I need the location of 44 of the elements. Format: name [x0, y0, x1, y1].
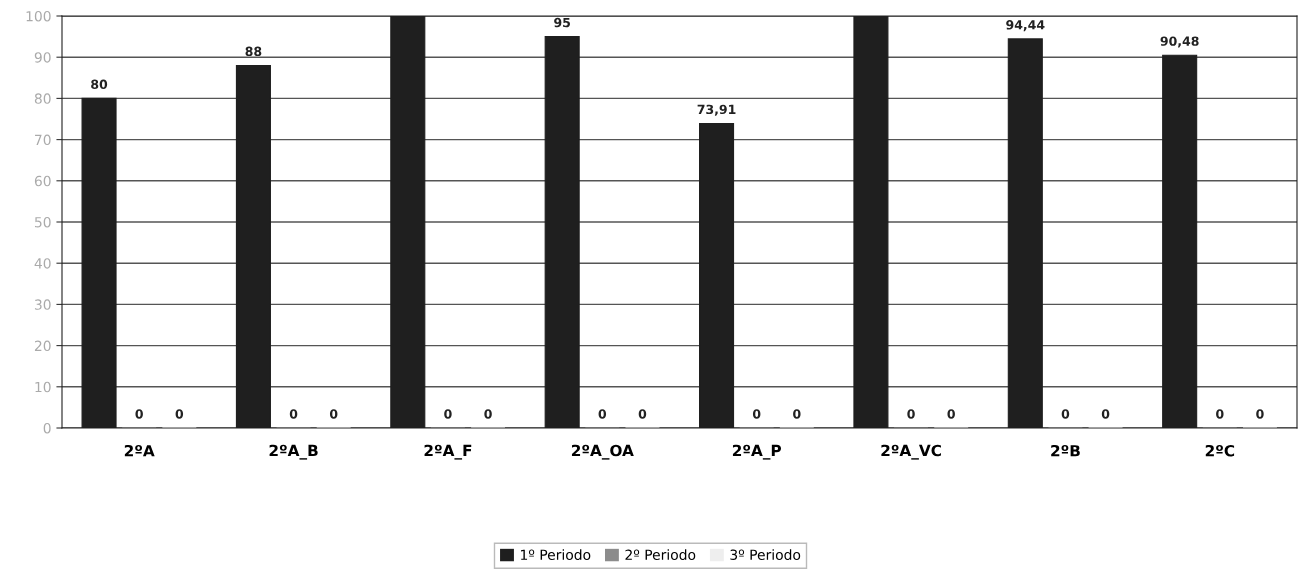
data-label: 0: [947, 409, 955, 419]
y-tick-label: 20: [34, 340, 51, 352]
y-tick-label: 40: [34, 258, 51, 269]
y-tick-label: 100: [26, 10, 51, 22]
y-tick-label: 0: [43, 422, 51, 434]
data-label: 0: [289, 409, 298, 419]
data-label: 90,48: [1160, 36, 1199, 48]
y-tick-label: 30: [34, 299, 51, 310]
data-label: 0: [329, 409, 338, 419]
x-tick-label: 2ºA_P: [732, 444, 782, 460]
data-label: 0: [1101, 409, 1110, 419]
x-tick-label: 2ºA_VC: [881, 444, 941, 460]
data-label: 73,91: [697, 104, 736, 116]
y-tick-label: 10: [35, 381, 51, 393]
x-tick-label: 2ºA_F: [424, 444, 472, 460]
legend-label: 1º Periodo: [521, 549, 591, 560]
y-tick-label: 90: [34, 52, 51, 63]
data-label: 0: [1216, 409, 1224, 419]
x-tick-label: 2ºA: [124, 444, 155, 457]
x-tick-label: 2ºC: [1205, 444, 1235, 457]
x-tick-label: 2ºA_B: [269, 444, 318, 460]
y-tick-label: 50: [34, 216, 51, 228]
data-label: 95: [554, 17, 570, 28]
data-label: 80: [91, 79, 108, 90]
x-tick-label: 2ºA_OA: [571, 444, 634, 460]
data-label: 0: [752, 409, 761, 419]
data-label: 0: [444, 409, 452, 419]
data-label: 0: [907, 409, 915, 419]
data-label: 88: [245, 46, 262, 57]
data-label: 0: [1061, 409, 1070, 419]
data-label: 94,44: [1006, 20, 1045, 32]
data-label: 0: [1256, 409, 1264, 419]
y-tick-label: 70: [35, 134, 51, 146]
data-label: 0: [135, 409, 143, 419]
data-label: 0: [175, 409, 184, 419]
x-tick-label: 2ºB: [1051, 444, 1080, 457]
legend-label: 2º Periodo: [625, 549, 696, 560]
data-label: 0: [638, 409, 647, 419]
y-tick-label: 60: [34, 175, 51, 187]
y-tick-label: 80: [34, 93, 51, 104]
data-label: 0: [598, 409, 607, 419]
data-label: 0: [484, 409, 492, 419]
data-label: 0: [793, 409, 801, 419]
legend-label: 3º Periodo: [730, 549, 801, 560]
